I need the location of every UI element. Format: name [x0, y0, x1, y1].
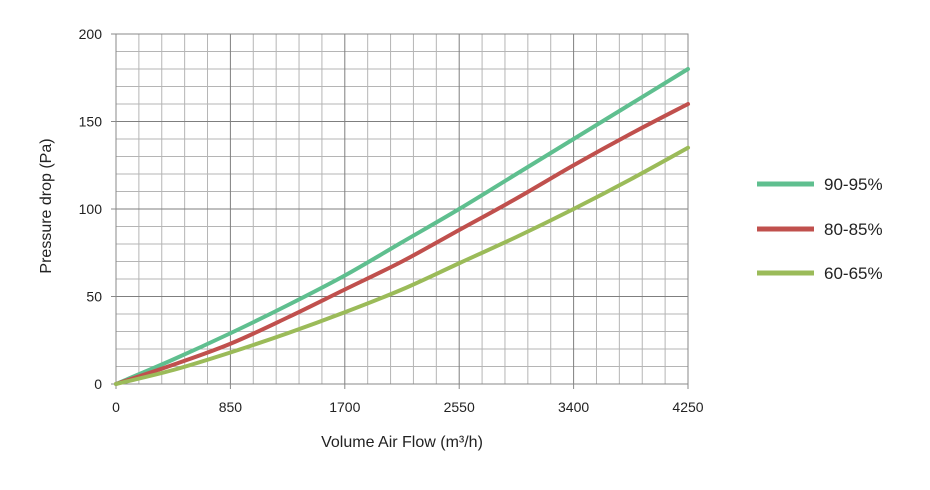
legend: 90-95% 80-85% 60-65% [757, 175, 883, 283]
x-axis-title: Volume Air Flow (m³/h) [321, 434, 483, 451]
x-tick-label: 1700 [329, 399, 360, 415]
legend-label: 60-65% [824, 264, 883, 283]
major-grid [116, 34, 688, 384]
x-tick-label: 2550 [444, 399, 475, 415]
y-tick-label: 0 [94, 376, 102, 392]
x-tick-label: 4250 [672, 399, 703, 415]
y-tick-label: 150 [79, 114, 103, 130]
x-tick-label: 850 [219, 399, 243, 415]
series-line-3 [114, 145, 690, 386]
series-line-2 [114, 102, 690, 386]
y-tick-label: 100 [79, 201, 103, 217]
x-tick-label: 3400 [558, 399, 589, 415]
y-tick-label: 50 [86, 289, 102, 305]
legend-label: 90-95% [824, 175, 883, 194]
y-axis-title: Pressure drop (Pa) [38, 138, 55, 273]
y-axis-ticks: 0 50 100 150 200 [79, 26, 116, 392]
legend-label: 80-85% [824, 220, 883, 239]
series-lines [114, 67, 690, 386]
x-axis-ticks: 0 850 1700 2550 3400 4250 [112, 384, 704, 415]
series-line-1 [114, 67, 690, 386]
y-tick-label: 200 [79, 26, 103, 42]
x-tick-label: 0 [112, 399, 120, 415]
